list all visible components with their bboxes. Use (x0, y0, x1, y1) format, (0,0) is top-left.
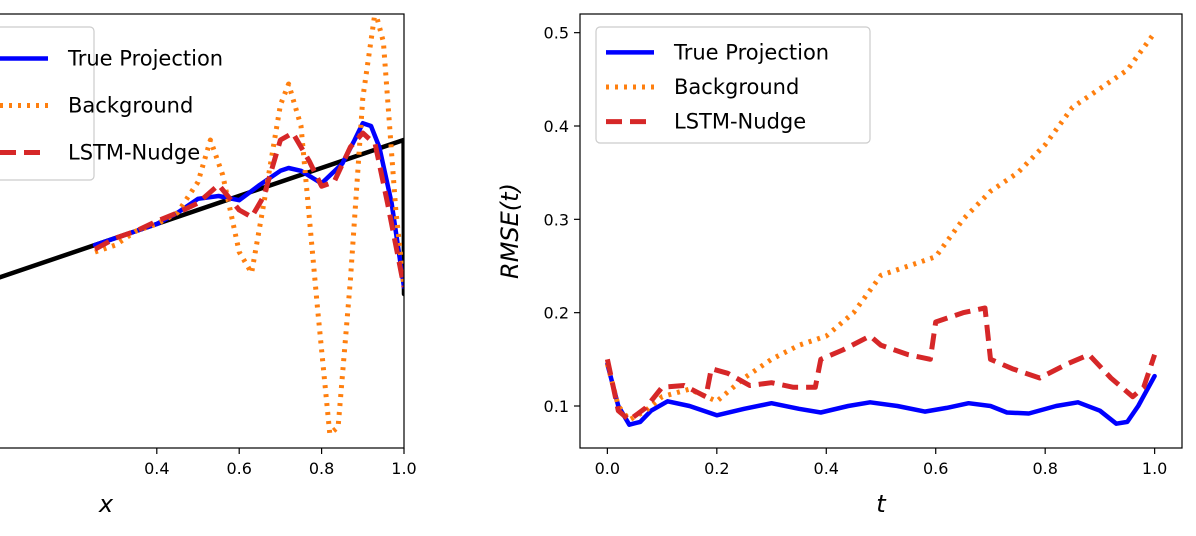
series-line-true-projection (605, 361, 1157, 427)
x-tick-label: 1.0 (391, 459, 416, 478)
axes-frame (579, 13, 1183, 449)
x-tick-label: 0.2 (704, 459, 729, 478)
right-chart: 0.0 0.2 0.4 0.6 0.8 1.0 0.1 0.2 0.3 0.4 0.5 t RMSE(t… (496, 13, 1183, 518)
x-tick-label: 0.4 (814, 459, 839, 478)
x-tick-label: 0.6 (226, 459, 251, 478)
legend-label: Background (68, 94, 193, 118)
left-chart: 0.4 0.6 0.8 1.0 x True Projection Background LS… (0, 13, 417, 518)
legend: True Projection Background LSTM-Nudge (595, 26, 871, 144)
series-line-background (604, 31, 1157, 423)
series-line-background (94, 14, 404, 437)
x-tick-label: 0.8 (1032, 459, 1057, 478)
x-tick-label: 0.0 (595, 459, 620, 478)
legend-label: True Projection (67, 47, 223, 71)
x-axis-label: x (98, 490, 114, 518)
legend-frame (595, 26, 871, 144)
y-tick-label: 0.5 (544, 24, 569, 43)
axes-frame (0, 13, 405, 449)
legend: True Projection Background LSTM-Nudge (0, 26, 223, 181)
x-tick-label: 0.4 (144, 459, 169, 478)
legend-label: LSTM-Nudge (68, 141, 200, 165)
y-tick-label: 0.2 (544, 304, 569, 323)
x-tick-label: 0.6 (923, 459, 948, 478)
y-tick-label: 0.4 (544, 117, 569, 136)
legend-label: True Projection (673, 40, 829, 64)
plot-area (604, 31, 1157, 427)
x-tick-label: 0.8 (309, 459, 334, 478)
y-tick-label: 0.3 (544, 210, 569, 229)
y-axis-label: RMSE(t) (496, 183, 524, 279)
x-axis-label: t (876, 490, 887, 518)
series-line-lstm-nudge (604, 305, 1157, 423)
y-tick-label: 0.1 (544, 397, 569, 416)
legend-label: LSTM-Nudge (674, 110, 806, 134)
legend-label: Background (674, 75, 799, 99)
x-tick-label: 1.0 (1142, 459, 1167, 478)
series-line-lstm-nudge (93, 130, 404, 288)
